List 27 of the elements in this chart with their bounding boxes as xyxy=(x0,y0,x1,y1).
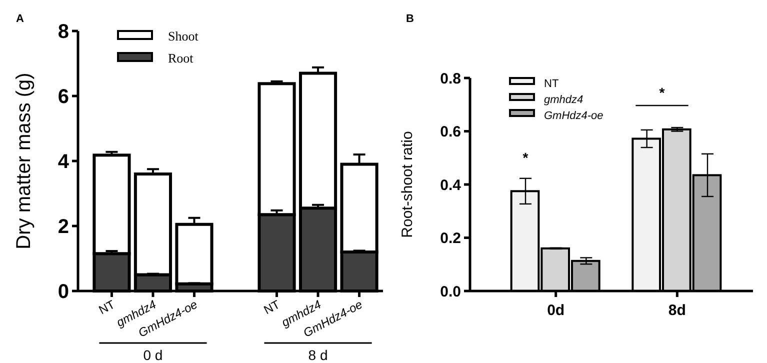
y-tick-label: 6 xyxy=(58,86,69,108)
y-tick-label: 2 xyxy=(58,216,69,238)
y-tick-label: 0.6 xyxy=(440,124,461,140)
annotation: * xyxy=(522,149,529,166)
annotation: * xyxy=(659,84,666,101)
x-tick-label: NT xyxy=(96,296,118,318)
x-tick-label: 8d xyxy=(668,302,686,319)
legend-label: Shoot xyxy=(168,28,199,44)
y-tick-label: 0.0 xyxy=(440,283,461,300)
x-tick-label: 0d xyxy=(547,302,565,319)
text: 0 d xyxy=(143,347,163,363)
y-tick-label: 0.8 xyxy=(440,70,461,88)
chart-title: A xyxy=(16,13,24,25)
y-axis-title: Dry matter mass (g) xyxy=(13,72,35,250)
legend-label: Root xyxy=(168,50,194,66)
legend-label: GmHdz4-oe xyxy=(544,110,604,122)
legend-label: NT xyxy=(544,78,559,90)
y-tick-label: 0.4 xyxy=(440,176,462,194)
y-axis-title: Root-shoot ratio xyxy=(399,131,416,238)
y-tick-label: 0 xyxy=(58,281,69,303)
y-tick-label: 4 xyxy=(58,151,70,173)
legend-label: gmhdz4 xyxy=(544,94,584,106)
text: 8 d xyxy=(308,347,328,363)
chart-title: B xyxy=(406,13,414,25)
y-tick-label: 0.2 xyxy=(440,230,461,247)
y-tick-label: 8 xyxy=(58,21,69,43)
x-tick-label: NT xyxy=(261,296,283,318)
